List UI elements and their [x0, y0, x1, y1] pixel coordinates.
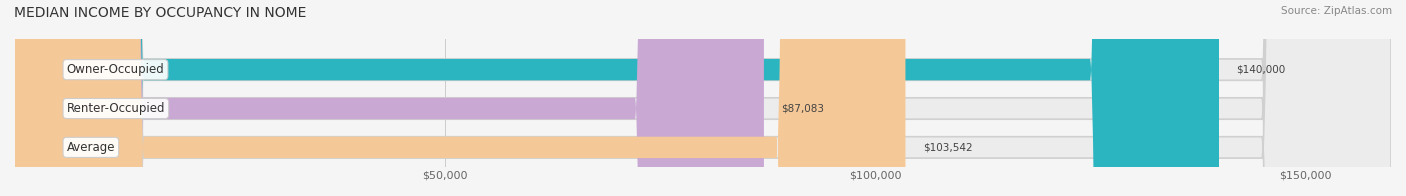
FancyBboxPatch shape: [15, 0, 905, 196]
Text: Average: Average: [66, 141, 115, 154]
FancyBboxPatch shape: [15, 0, 1219, 196]
Text: $87,083: $87,083: [782, 103, 824, 113]
Text: $140,000: $140,000: [1236, 65, 1285, 75]
Text: MEDIAN INCOME BY OCCUPANCY IN NOME: MEDIAN INCOME BY OCCUPANCY IN NOME: [14, 6, 307, 20]
FancyBboxPatch shape: [15, 0, 1391, 196]
FancyBboxPatch shape: [15, 0, 1391, 196]
Text: Owner-Occupied: Owner-Occupied: [66, 63, 165, 76]
Text: Renter-Occupied: Renter-Occupied: [66, 102, 165, 115]
FancyBboxPatch shape: [15, 0, 763, 196]
Text: $103,542: $103,542: [922, 142, 973, 152]
FancyBboxPatch shape: [15, 0, 1391, 196]
Text: Source: ZipAtlas.com: Source: ZipAtlas.com: [1281, 6, 1392, 16]
